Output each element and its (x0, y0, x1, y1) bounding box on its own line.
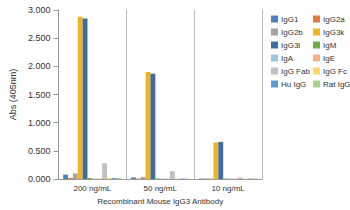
svg-text:IgE: IgE (323, 54, 335, 63)
svg-text:Hu IgG: Hu IgG (281, 80, 306, 89)
svg-text:10 ng/mL: 10 ng/mL (211, 184, 245, 193)
svg-text:2.000: 2.000 (28, 61, 51, 71)
svg-text:IgG1: IgG1 (281, 15, 299, 24)
svg-text:IgA: IgA (281, 54, 294, 63)
svg-text:IgG3l: IgG3l (281, 41, 300, 50)
svg-text:IgG Fc: IgG Fc (323, 67, 347, 76)
svg-text:IgG3k: IgG3k (323, 28, 345, 37)
svg-text:1.000: 1.000 (28, 118, 51, 128)
svg-text:50 ng/mL: 50 ng/mL (144, 184, 178, 193)
svg-text:IgG2b: IgG2b (281, 28, 303, 37)
svg-text:1.500: 1.500 (28, 90, 51, 100)
svg-text:Recombinant Mouse IgG3 Antibod: Recombinant Mouse IgG3 Antibody (97, 197, 223, 206)
svg-text:3.000: 3.000 (28, 5, 51, 15)
svg-text:Abs (405nm): Abs (405nm) (8, 69, 18, 121)
svg-text:IgG Fab: IgG Fab (281, 67, 310, 76)
svg-text:Rat IgG: Rat IgG (323, 80, 350, 89)
svg-text:0.500: 0.500 (28, 146, 51, 156)
svg-text:IgM: IgM (323, 41, 337, 50)
svg-text:2.500: 2.500 (28, 33, 51, 43)
svg-text:200 ng/mL: 200 ng/mL (73, 184, 111, 193)
svg-text:0.000: 0.000 (28, 174, 51, 184)
svg-text:IgG2a: IgG2a (323, 15, 345, 24)
